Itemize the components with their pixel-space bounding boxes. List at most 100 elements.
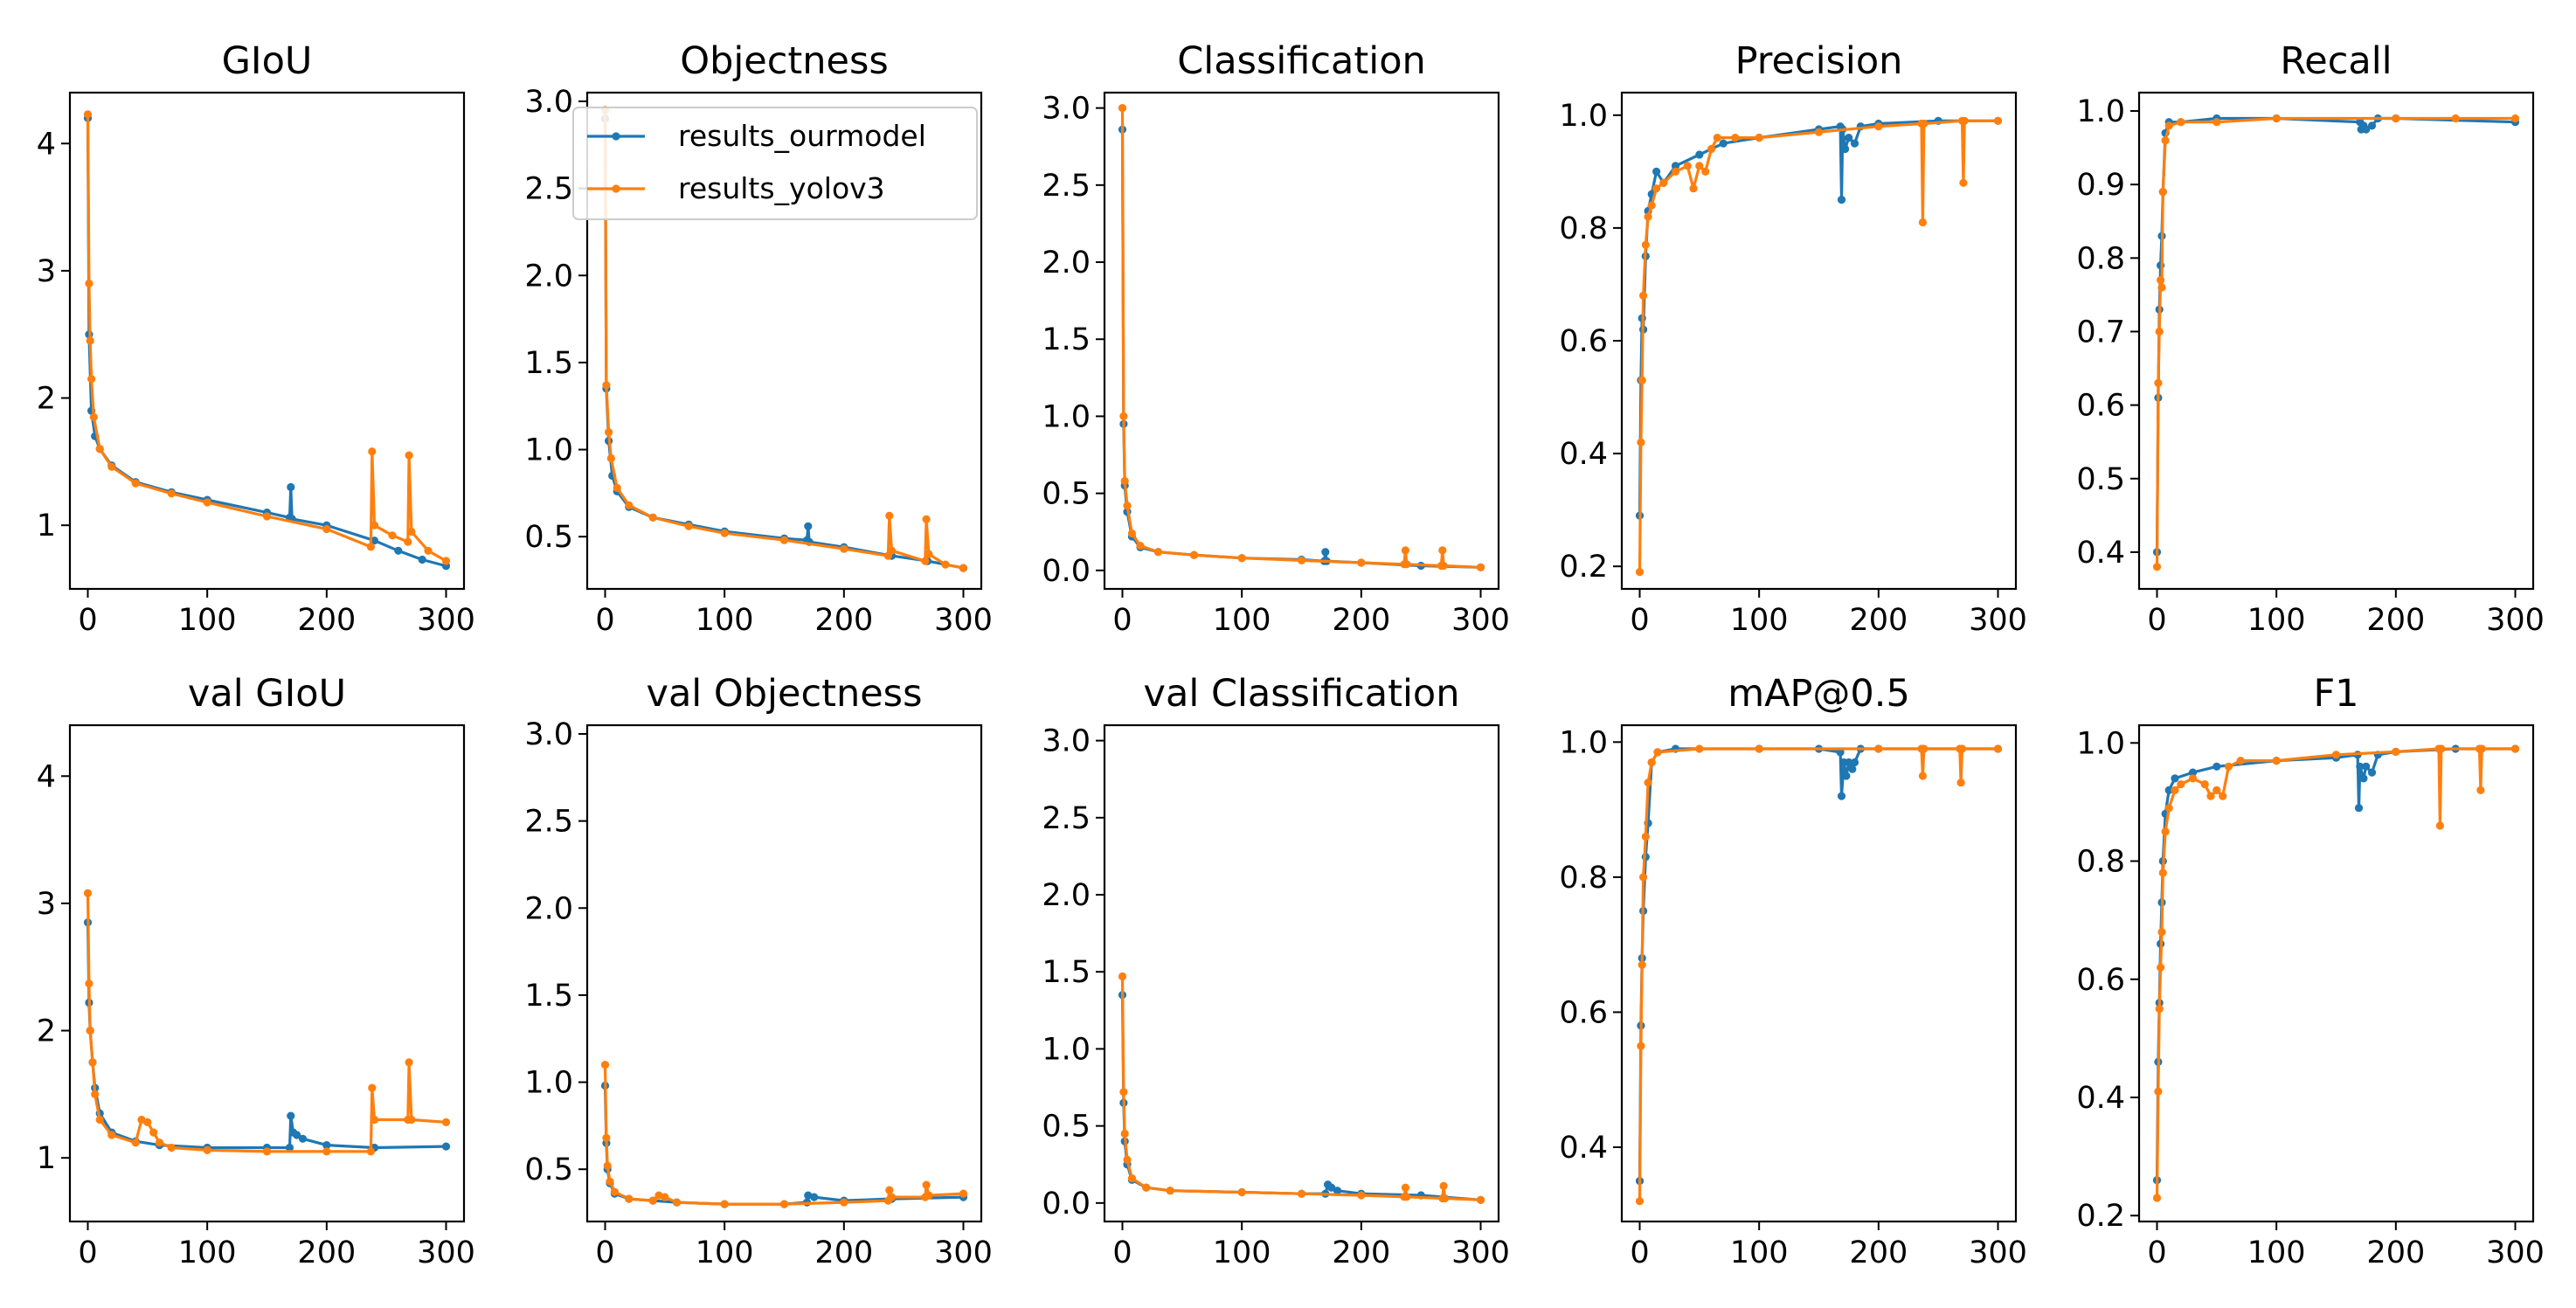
y-tick-label-map-0-5-0.8: 0.8 (1559, 861, 1608, 896)
x-tick-label-map-0-5-300: 300 (1969, 1235, 2027, 1270)
y-tick-label-val-classification-1.5: 1.5 (1042, 955, 1091, 990)
y-tick-label-val-classification-2.5: 2.5 (1042, 801, 1091, 836)
point-results_yolov3-objectness-10 (840, 544, 848, 553)
point-results_yolov3-precision-2 (1638, 376, 1646, 384)
y-tick-label-val-classification-1: 1.0 (1042, 1032, 1091, 1067)
point-results_yolov3-val-giou-7 (131, 1138, 140, 1147)
point-results_yolov3-map-0-5-7 (1653, 748, 1662, 757)
point-results_yolov3-giou-1 (85, 279, 93, 288)
subplot-map-0-5: mAP@0.5 0 100 200 300 0.4 0.6 0.8 1.0 (1559, 672, 2027, 1270)
point-results_yolov3-classification-0 (1118, 104, 1127, 113)
y-tick-label-val-classification-3: 3.0 (1042, 724, 1091, 759)
y-tick-label-map-0-5-0.4: 0.4 (1559, 1131, 1608, 1166)
point-results_yolov3-objectness-5 (625, 501, 634, 509)
point-results_yolov3-recall-7 (2164, 121, 2173, 130)
x-tick-label-val-giou-100: 100 (178, 1235, 237, 1270)
y-tick-label-f1-1: 1.0 (2076, 726, 2125, 761)
point-results_yolov3-map-0-5-15 (1956, 779, 1965, 787)
x-tick-label-precision-200: 200 (1849, 603, 1908, 638)
point-results_yolov3-map-0-5-3 (1639, 873, 1648, 882)
series-results_yolov3-map-0-5 (1635, 744, 2003, 1206)
point-results_yolov3-val-giou-4 (91, 1090, 100, 1098)
point-results_yolov3-f1-13 (2212, 785, 2221, 795)
point-results_ourmodel-val-giou-11 (285, 1143, 294, 1152)
point-results_ourmodel-precision-9 (1671, 162, 1680, 170)
y-tick-label-precision-0.4: 0.4 (1559, 437, 1608, 472)
series-results_yolov3-val-classification (1118, 972, 1485, 1204)
point-results_yolov3-objectness-3 (606, 453, 615, 463)
point-results_yolov3-giou-18 (407, 527, 416, 536)
legend: results_ourmodel results_yolov3 (572, 107, 978, 220)
subplot-objectness: Objectness 0 100 200 300 0.5 1.0 1.5 2.0 2.5 3.0 (524, 39, 993, 638)
point-results_yolov3-precision-1 (1637, 438, 1645, 446)
point-results_yolov3-giou-6 (107, 462, 116, 471)
axes-frame-classification (1103, 91, 1500, 591)
x-tick-label-classification-100: 100 (1213, 603, 1271, 638)
point-results_yolov3-objectness-2 (605, 428, 613, 437)
point-results_yolov3-val-giou-15 (322, 1147, 331, 1156)
point-results_yolov3-val-objectness-19 (959, 1189, 968, 1198)
point-results_yolov3-objectness-14 (921, 557, 930, 565)
point-results_yolov3-map-0-5-1 (1637, 1042, 1645, 1050)
point-results_ourmodel-giou-15 (394, 546, 403, 555)
x-tick-label-classification-0: 0 (1112, 603, 1132, 638)
y-tick-label-objectness-1.5: 1.5 (524, 346, 573, 381)
point-results_yolov3-val-objectness-9 (672, 1198, 682, 1207)
point-results_yolov3-val-objectness-3 (606, 1177, 614, 1186)
point-results_yolov3-precision-5 (1644, 212, 1652, 221)
point-results_yolov3-f1-15 (2224, 762, 2233, 771)
point-results_yolov3-val-classification-9 (1357, 1191, 1366, 1200)
point-results_yolov3-recall-12 (2451, 114, 2460, 123)
subplot-f1: F1 0 100 200 300 0.2 0.4 0.6 0.8 1.0 (2076, 672, 2545, 1270)
y-tick-label-recall-0.5: 0.5 (2076, 462, 2125, 497)
point-results_yolov3-giou-7 (131, 479, 140, 488)
point-results_yolov3-f1-7 (2164, 804, 2173, 813)
subplot-title-val-objectness: val Objectness (647, 672, 923, 716)
y-tick-label-classification-1: 1.0 (1042, 399, 1091, 434)
x-tick-label-map-0-5-100: 100 (1730, 1235, 1789, 1270)
y-tick-label-val-objectness-3: 3.0 (524, 717, 573, 752)
subplot-val-classification: val Classification 0 100 200 300 0.0 0.5 1.0 1.5… (1042, 672, 1510, 1270)
x-tick-label-map-0-5-200: 200 (1849, 1235, 1908, 1270)
point-results_yolov3-map-0-5-17 (1993, 744, 2003, 753)
y-tick-label-val-classification-0.5: 0.5 (1042, 1110, 1091, 1145)
y-tick-label-val-giou-1: 1 (37, 1141, 56, 1176)
point-results_ourmodel-map-0-5-17 (1850, 758, 1859, 767)
point-results_yolov3-val-giou-22 (441, 1118, 451, 1126)
legend-label-results-ourmodel: results_ourmodel (678, 119, 926, 153)
point-results_yolov3-giou-9 (203, 498, 211, 507)
point-results_ourmodel-f1-18 (2367, 768, 2377, 777)
point-results_yolov3-precision-10 (1683, 162, 1692, 170)
subplot-giou: GIoU 0 100 200 300 1 2 3 4 (37, 39, 475, 638)
point-results_yolov3-val-objectness-17 (922, 1180, 931, 1189)
point-results_yolov3-classification-7 (1189, 550, 1199, 559)
y-tick-label-objectness-0.5: 0.5 (524, 520, 573, 555)
axes-frame-val-giou (68, 723, 466, 1223)
x-tick-label-val-giou-300: 300 (417, 1235, 475, 1270)
point-results_ourmodel-val-giou-18 (441, 1142, 451, 1151)
y-tick-label-f1-0.4: 0.4 (2076, 1081, 2125, 1116)
point-results_yolov3-val-classification-3 (1123, 1155, 1132, 1164)
subplot-classification: Classification 0 100 200 300 0.0 0.5 1.0 1.5 2.0 2… (1042, 39, 1510, 638)
point-results_yolov3-val-objectness-8 (661, 1193, 669, 1201)
y-tick-label-f1-0.2: 0.2 (2076, 1199, 2125, 1234)
point-results_yolov3-classification-3 (1123, 502, 1132, 510)
point-results_yolov3-objectness-16 (924, 550, 933, 558)
point-results_yolov3-val-classification-4 (1127, 1174, 1136, 1183)
y-tick-label-objectness-1: 1.0 (524, 433, 573, 468)
point-results_yolov3-val-objectness-2 (603, 1161, 612, 1170)
point-results_yolov3-f1-10 (2188, 774, 2198, 783)
point-results_ourmodel-f1-14 (2354, 804, 2364, 813)
point-results_yolov3-giou-20 (441, 557, 451, 565)
x-tick-label-f1-0: 0 (2147, 1235, 2166, 1270)
point-results_yolov3-precision-6 (1647, 201, 1656, 210)
x-tick-label-val-objectness-200: 200 (814, 1235, 873, 1270)
point-results_yolov3-objectness-15 (922, 515, 931, 523)
point-results_yolov3-val-classification-8 (1297, 1189, 1306, 1198)
point-results_yolov3-giou-15 (388, 531, 397, 540)
point-results_ourmodel-map-0-5-15 (1845, 758, 1853, 767)
point-results_yolov3-f1-17 (2272, 757, 2281, 765)
x-tick-label-val-objectness-0: 0 (595, 1235, 614, 1270)
point-results_yolov3-val-giou-3 (88, 1058, 97, 1067)
